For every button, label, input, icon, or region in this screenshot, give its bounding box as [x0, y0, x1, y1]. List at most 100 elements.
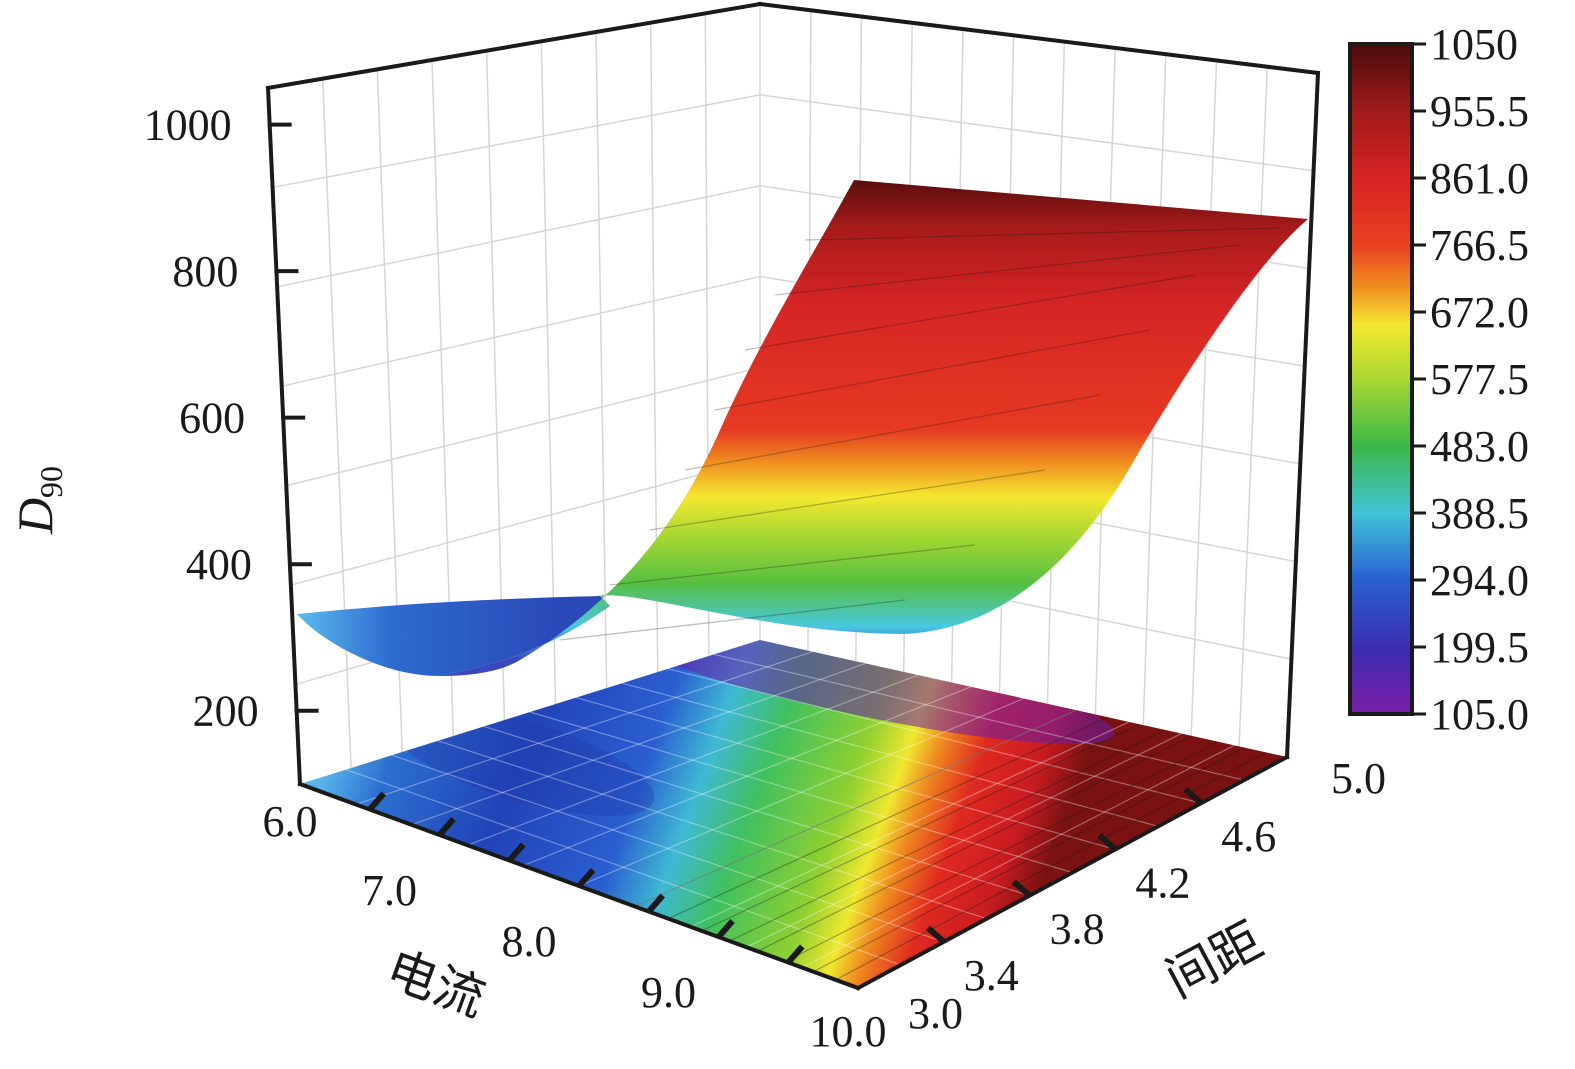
z-axis-title: D90 [7, 466, 69, 535]
floor-gridline [575, 697, 1116, 850]
x-minor-tick [646, 893, 666, 914]
x-tick-label: 8.0 [502, 917, 557, 966]
surface-contour [609, 544, 976, 586]
x-tick-label: 7.0 [362, 866, 417, 915]
floor-gridline [391, 754, 944, 943]
x-tick-mark [716, 919, 735, 939]
floor-contour [701, 723, 1140, 932]
wall-gridline [281, 275, 761, 388]
wall-gridline [540, 41, 557, 705]
y-axis-ticks: 3.03.4 3.8 4.2 4.6 5.0 [908, 754, 1386, 1038]
colorbar-tick-label: 861.0 [1430, 154, 1529, 203]
wall-gridline [1238, 66, 1269, 747]
colorbar-ticks: 1050 955.5 861.0 766.5 672.0 577.5 483.0 388.5 2… [1412, 20, 1529, 739]
wall-gridline [286, 366, 761, 487]
floor-gridline [801, 744, 1235, 969]
floor-contour [634, 709, 1077, 907]
x-tick-mark [576, 868, 596, 888]
z-tick-label: 200 [193, 687, 259, 736]
colorbar-tick-label: 483.0 [1430, 422, 1529, 471]
y-tick-label: 4.2 [1135, 858, 1190, 907]
wall-gridline [595, 31, 608, 689]
floor-contour [757, 735, 1193, 952]
x-tick-mark [437, 817, 456, 837]
wall-gridline [1190, 60, 1218, 736]
colorbar-tick-label: 766.5 [1430, 221, 1529, 270]
floor-gridline [522, 686, 972, 867]
colorbar-tick-label: 672.0 [1430, 288, 1529, 337]
z-axis-line [265, 85, 303, 787]
y-tick-mark [1097, 833, 1118, 852]
floor-contour [813, 747, 1246, 973]
z-tick-label: 1000 [144, 101, 232, 150]
z-axis-title-main: D [7, 498, 63, 535]
z-axis-title-sub: 90 [33, 466, 69, 498]
x-axis-ticks: 6.0 7.0 8.0 9.0 10.0 [263, 791, 887, 1056]
wall-gridline [321, 78, 352, 769]
surface-contour [559, 599, 906, 641]
floor-gridline [746, 733, 1182, 948]
floor-gridline [467, 674, 919, 846]
wall-gridline [290, 457, 761, 586]
surface-contour-lines [559, 227, 1281, 641]
z-tick-label: 600 [179, 394, 245, 443]
y-tick-label: 3.4 [964, 951, 1019, 1000]
floor-contour [668, 716, 1109, 920]
colorbar-tick-label: 1050 [1430, 20, 1518, 69]
floor-contour-lines [634, 709, 1267, 981]
x-tick-label: 9.0 [641, 968, 696, 1017]
y-tick-mark [925, 925, 946, 945]
y-tick-label: 4.6 [1221, 812, 1276, 861]
surface-contour [714, 329, 1151, 411]
wall-gridline [759, 94, 1314, 172]
colorbar-tick-label: 105.0 [1430, 690, 1529, 739]
colorbar-bar [1348, 42, 1414, 716]
x-tick-label: 10.0 [810, 1007, 887, 1056]
surface-contour [744, 274, 1196, 351]
surface-contour [804, 227, 1281, 241]
floor-gridline [713, 653, 1245, 781]
colorbar-tick-label: 199.5 [1430, 623, 1529, 672]
x-minor-tick [785, 944, 805, 965]
floor-gridline [621, 682, 1159, 827]
floor-gridline [529, 711, 1073, 874]
y-tick-label: 3.8 [1050, 905, 1105, 954]
floor-gridline [437, 740, 987, 920]
floor-gridline [634, 709, 1077, 907]
colorbar: 1050 955.5 861.0 766.5 672.0 577.5 483.0 388.5 2… [1348, 20, 1529, 739]
y-tick-label: 3.0 [908, 989, 963, 1038]
x-minor-tick [367, 791, 387, 812]
floor-contour [785, 741, 1219, 963]
floor-contour [835, 751, 1267, 981]
z-tick-label: 400 [186, 540, 252, 589]
floor-gridline [355, 651, 813, 805]
top-left-edge [265, 1, 763, 91]
y-tick-mark [1011, 879, 1032, 898]
response-surface [297, 180, 1308, 676]
surface-contour [649, 469, 1046, 531]
z-axis-ticks: 200 400 600 800 1000 [144, 101, 319, 736]
colorbar-tick-label: 955.5 [1430, 87, 1529, 136]
floor-gridline [578, 697, 1024, 887]
colorbar-tick-label: 388.5 [1430, 489, 1529, 538]
y-tick-label: 5.0 [1331, 754, 1386, 803]
surface-contour [684, 394, 1101, 471]
y-axis-line [855, 754, 1290, 991]
floor-gridline [690, 721, 1130, 928]
wall-gridline [276, 184, 761, 288]
floor-contour [729, 729, 1167, 942]
surface-main-sheet [440, 180, 1308, 676]
wall-gridline [272, 94, 761, 189]
floor-gridlines [345, 651, 1245, 969]
z-tick-label: 800 [172, 247, 238, 296]
right-vertical-edge [1284, 70, 1321, 760]
x-minor-tick [506, 842, 526, 863]
floor-gridline [411, 662, 866, 826]
x-axis-title: 电流 [379, 940, 493, 1029]
floor-gridline [667, 668, 1202, 804]
y-tick-mark [1183, 786, 1204, 806]
top-right-edge [757, 1, 1321, 76]
y-axis-title: 间距 [1156, 911, 1272, 1009]
